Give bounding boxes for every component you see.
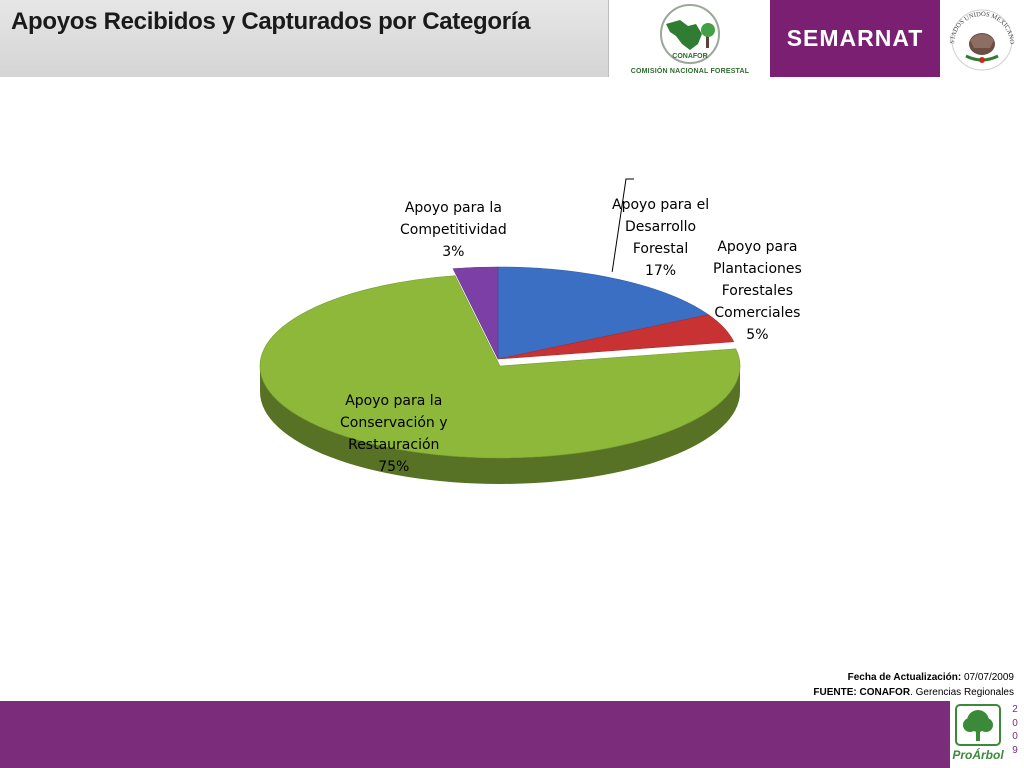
slice-value: 17% bbox=[644, 263, 677, 279]
slice-value: 75% bbox=[378, 459, 410, 475]
year-vertical: 2 0 0 9 bbox=[1006, 701, 1024, 768]
semarnat-logo: SEMARNAT bbox=[770, 0, 940, 77]
year-digit: 0 bbox=[1012, 717, 1018, 729]
eagle-seal-icon: ESTADOS UNIDOS MEXICANOS bbox=[938, 0, 1015, 71]
proarbol-logo: ProÁrbol bbox=[950, 701, 1006, 768]
mexico-seal: ESTADOS UNIDOS MEXICANOS bbox=[938, 0, 1024, 77]
title-bar: Apoyos Recibidos y Capturados por Catego… bbox=[0, 0, 609, 77]
date-value: 07/07/2009 bbox=[963, 672, 1014, 683]
update-line: Fecha de Actualización: 07/07/2009 bbox=[813, 670, 1014, 685]
slice-label: Apoyo para la Conservación y Restauración 7… bbox=[340, 390, 448, 478]
page-title: Apoyos Recibidos y Capturados por Catego… bbox=[11, 8, 531, 35]
slice-label-line: Competitividad bbox=[400, 222, 507, 238]
slice-label-line: Apoyo para la bbox=[345, 393, 443, 409]
proarbol-wordmark: ProÁrbol bbox=[952, 748, 1004, 762]
slice-label-line: Apoyo para bbox=[717, 239, 798, 255]
slice-label-line: Forestal bbox=[632, 241, 689, 257]
conafor-acronym: CONAFOR bbox=[672, 53, 707, 60]
source-label: FUENTE: CONAFOR bbox=[813, 687, 911, 698]
tree-icon bbox=[955, 704, 1001, 746]
pie-slice bbox=[452, 266, 499, 360]
semarnat-label: SEMARNAT bbox=[786, 25, 924, 51]
conafor-caption: COMISIÓN NACIONAL FORESTAL bbox=[630, 68, 750, 75]
slice-label: Apoyo para la Competitividad 3% bbox=[400, 197, 507, 263]
pie-chart: Apoyo para el Desarrollo Forestal 17% Apoyo … bbox=[0, 77, 1024, 697]
date-label: Fecha de Actualización: bbox=[847, 672, 962, 683]
slice-label-line: Forestales bbox=[721, 283, 794, 299]
slice-label-line: Desarrollo bbox=[624, 219, 697, 235]
year-digit: 2 bbox=[1012, 704, 1018, 715]
conafor-emblem-icon: CONAFOR bbox=[660, 4, 720, 64]
slice-label-line: Conservación y bbox=[340, 415, 448, 431]
pie-slice bbox=[497, 314, 735, 360]
slice-label-line: Apoyo para el bbox=[612, 197, 710, 213]
leader-line bbox=[611, 178, 634, 272]
pie-chart-canvas bbox=[259, 178, 741, 484]
slice-label: Apoyo para Plantaciones Forestales Comercia… bbox=[713, 236, 802, 346]
year-digit: 9 bbox=[1012, 744, 1018, 756]
slice-label-line: Restauración bbox=[348, 437, 440, 453]
bottom-band bbox=[0, 701, 1024, 768]
footer-note: Fecha de Actualización: 07/07/2009 FUENT… bbox=[813, 670, 1014, 700]
slice-label-line: Apoyo para la bbox=[404, 200, 502, 216]
slice-value: 3% bbox=[442, 244, 465, 260]
slice-label: Apoyo para el Desarrollo Forestal 17% bbox=[612, 194, 709, 282]
slice-label-line: Comerciales bbox=[714, 305, 801, 321]
year-digit: 0 bbox=[1012, 731, 1018, 742]
pie-slice-side bbox=[260, 366, 740, 484]
slice-label-line: Plantaciones bbox=[713, 261, 802, 277]
conafor-logo: CONAFOR COMISIÓN NACIONAL FORESTAL bbox=[610, 0, 770, 77]
pie-slice bbox=[497, 266, 710, 360]
slice-value: 5% bbox=[746, 327, 769, 343]
source-line: FUENTE: CONAFOR. Gerencias Regionales bbox=[813, 685, 1014, 700]
pie-slice bbox=[259, 275, 741, 459]
pie-sides bbox=[260, 366, 740, 484]
source-value: . Gerencias Regionales bbox=[910, 687, 1014, 698]
